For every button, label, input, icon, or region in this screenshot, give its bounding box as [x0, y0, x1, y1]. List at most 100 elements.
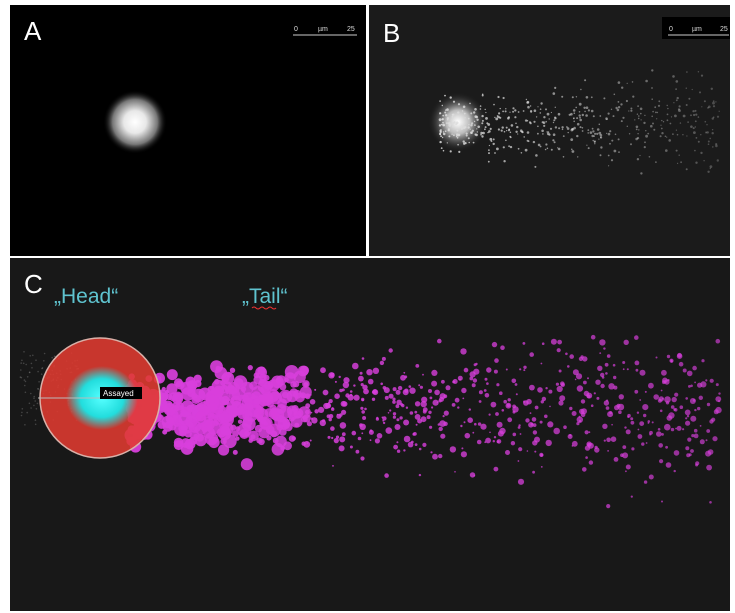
speck [622, 452, 628, 458]
speck [599, 352, 601, 354]
speck [598, 139, 599, 140]
speck [231, 396, 242, 407]
speck [620, 103, 622, 105]
speck [516, 393, 518, 395]
speck [611, 140, 613, 142]
speck [552, 139, 554, 141]
speck [652, 421, 654, 423]
speck [649, 431, 653, 435]
speck [630, 417, 633, 420]
speck [611, 424, 613, 426]
speck [600, 384, 604, 388]
speck [442, 115, 444, 117]
speck [20, 362, 22, 364]
speck [336, 414, 341, 419]
speck [577, 385, 583, 391]
speck [534, 451, 536, 453]
speck [470, 129, 471, 130]
speck [510, 132, 512, 134]
speck [593, 115, 595, 117]
speck [597, 128, 600, 131]
speck [719, 111, 720, 112]
speck [311, 412, 313, 414]
speck [717, 116, 719, 118]
speck [534, 109, 537, 112]
speck [440, 134, 442, 136]
speck [562, 129, 564, 131]
speck [530, 111, 532, 113]
speck [554, 141, 556, 143]
speck [29, 403, 31, 405]
speck [448, 135, 450, 137]
speck [577, 123, 580, 126]
speck [461, 125, 463, 127]
speck [307, 421, 312, 426]
speck [687, 121, 689, 123]
speck [441, 147, 443, 149]
speck [419, 474, 421, 476]
speck [584, 79, 586, 81]
speck [431, 370, 437, 376]
speck [667, 108, 668, 109]
speck [514, 109, 516, 111]
speck [660, 125, 661, 126]
speck [447, 142, 448, 143]
speck [665, 149, 668, 152]
speck [548, 390, 552, 394]
speck [302, 442, 306, 446]
speck [453, 379, 458, 384]
speck [687, 371, 693, 377]
speck [568, 434, 573, 439]
speck [442, 118, 444, 120]
speck [463, 106, 466, 109]
speck [33, 405, 35, 407]
speck [497, 422, 503, 428]
speck [311, 418, 313, 420]
speck [353, 384, 355, 386]
speck [528, 140, 530, 142]
speck [694, 382, 696, 384]
speck [33, 396, 35, 398]
speck [443, 133, 446, 136]
speck [456, 136, 457, 137]
speck [370, 439, 372, 441]
speck [32, 355, 34, 357]
speck [676, 80, 679, 83]
speck [325, 403, 330, 408]
speck [694, 409, 696, 411]
speck [542, 397, 546, 401]
speck [587, 377, 589, 379]
speck [528, 422, 534, 428]
speck [676, 99, 678, 101]
speck [342, 432, 346, 436]
speck [543, 125, 545, 127]
speck [639, 155, 640, 156]
speck [619, 394, 624, 399]
speck [440, 131, 442, 133]
speck [51, 357, 53, 359]
speck [683, 115, 686, 118]
speck [518, 148, 520, 150]
speck [479, 400, 482, 403]
speck [536, 116, 537, 117]
speck [545, 121, 547, 123]
speck [481, 115, 483, 117]
speck [377, 433, 383, 439]
speck [20, 376, 22, 378]
speck [44, 353, 46, 355]
speck [439, 141, 441, 143]
speck [498, 431, 504, 437]
speck [37, 388, 39, 390]
speck [265, 408, 274, 417]
speck [449, 130, 450, 131]
speck [549, 406, 551, 408]
speck [485, 109, 486, 110]
speck [329, 418, 332, 421]
speck [279, 428, 287, 436]
speck [454, 471, 456, 473]
speck [572, 96, 574, 98]
speck [572, 411, 577, 416]
speck [661, 120, 662, 121]
speck [542, 121, 544, 123]
speck [488, 161, 490, 163]
